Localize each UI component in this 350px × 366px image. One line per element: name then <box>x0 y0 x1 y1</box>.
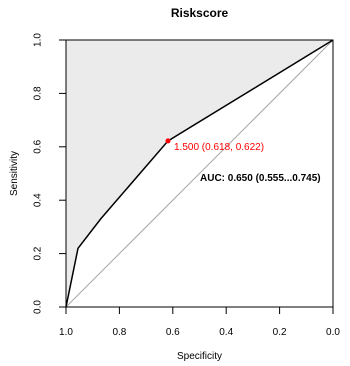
x-tick-label: 0.2 <box>273 327 287 338</box>
x-tick-label: 0.4 <box>219 327 233 338</box>
roc-fill-area <box>66 40 333 307</box>
x-axis-label: Specificity <box>177 351 222 362</box>
y-axis-label: Sensitivity <box>9 151 20 196</box>
y-tick-label: 0.6 <box>33 139 44 153</box>
y-tick-label: 0.0 <box>33 300 44 314</box>
x-tick-label: 0.6 <box>166 327 180 338</box>
y-axis: 0.0 0.2 0.4 0.6 0.8 1.0 <box>33 33 66 314</box>
x-tick-label: 0.8 <box>112 327 126 338</box>
roc-curve-line <box>65 39 334 308</box>
x-tick-label: 0.0 <box>326 327 340 338</box>
y-tick-label: 0.8 <box>33 86 44 100</box>
x-axis: 1.0 0.8 0.6 0.4 0.2 0.0 <box>59 307 340 338</box>
y-tick-label: 1.0 <box>33 33 44 47</box>
threshold-point <box>165 138 171 144</box>
y-tick-label: 0.4 <box>33 193 44 207</box>
plot-frame <box>65 39 334 308</box>
chart-title: Riskscore <box>171 6 229 20</box>
reference-diagonal-line <box>65 39 334 308</box>
x-tick-label: 1.0 <box>59 327 73 338</box>
auc-label: AUC: 0.650 (0.555...0.745) <box>200 173 321 184</box>
y-tick-label: 0.2 <box>33 246 44 260</box>
threshold-label: 1.500 (0.618, 0.622) <box>174 142 264 153</box>
